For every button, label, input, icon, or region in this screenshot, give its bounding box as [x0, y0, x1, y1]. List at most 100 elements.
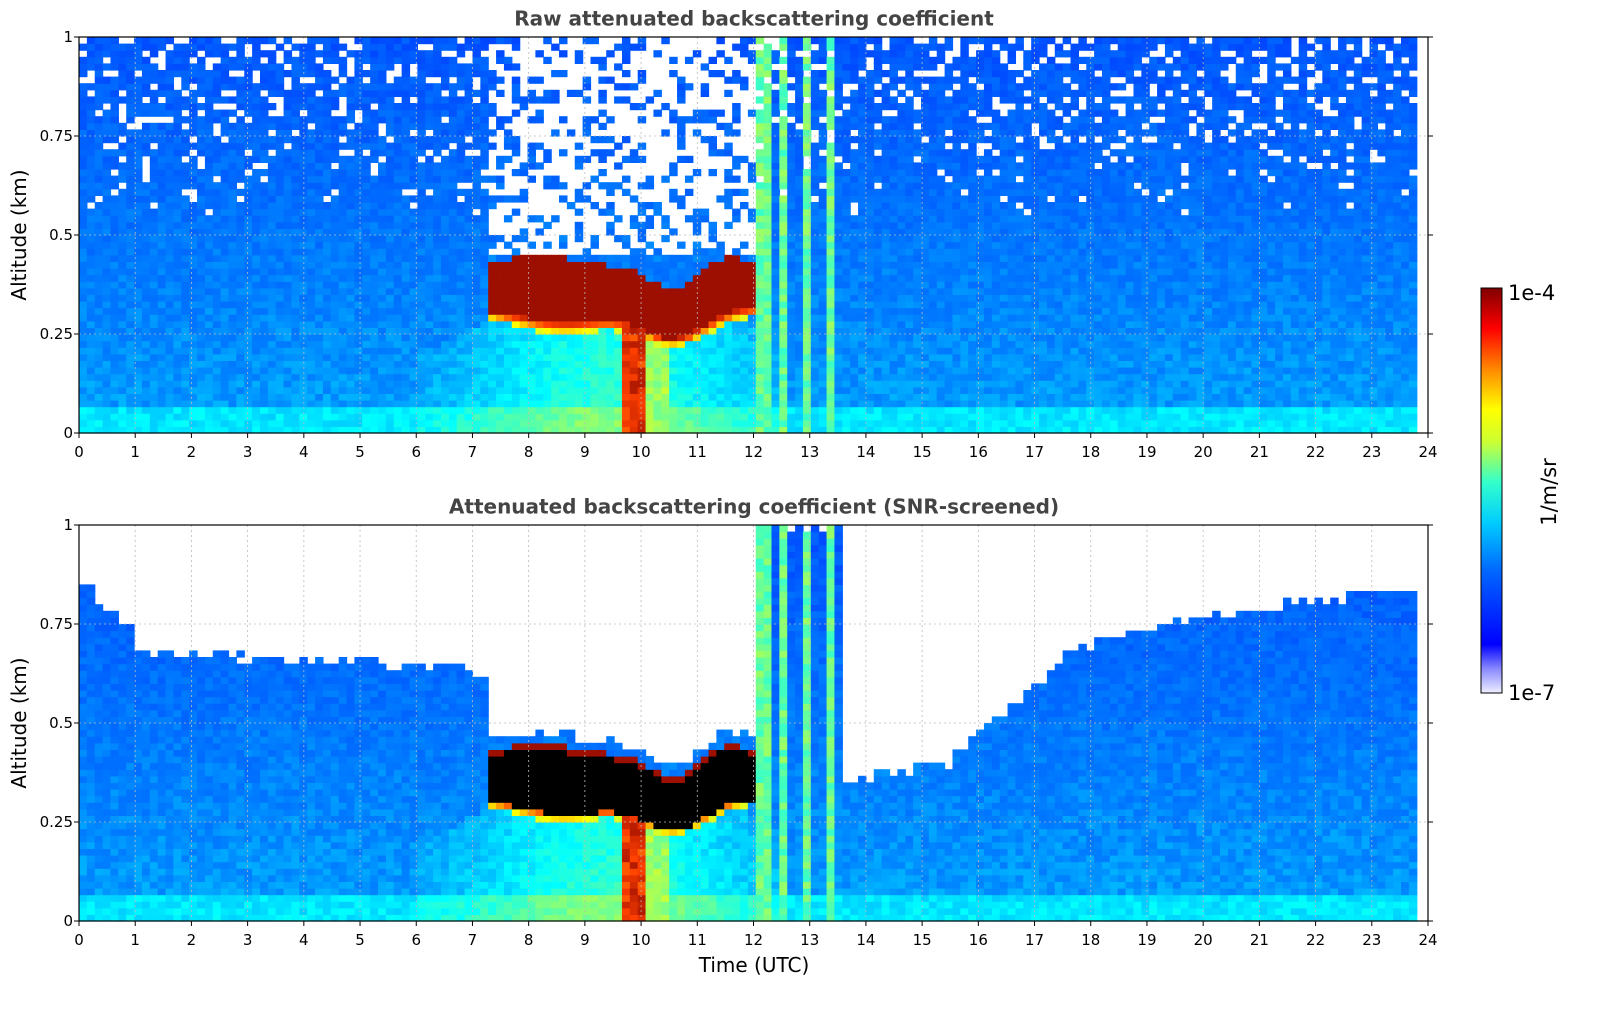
heatmap-cell — [134, 301, 143, 309]
heatmap-cell — [244, 367, 253, 375]
heatmap-cell — [858, 301, 867, 309]
heatmap-cell — [385, 380, 395, 388]
heatmap-cell — [779, 149, 788, 157]
heatmap-cell — [519, 426, 529, 434]
heatmap-cell — [810, 426, 820, 434]
heatmap-cell — [425, 320, 434, 328]
heatmap-cell — [204, 400, 214, 408]
heatmap-cell — [787, 268, 796, 276]
heatmap-cell — [220, 413, 230, 421]
heatmap-cell — [189, 413, 198, 421]
heatmap-cell — [346, 314, 356, 322]
heatmap-cell — [724, 334, 733, 342]
heatmap-cell — [204, 136, 214, 144]
heatmap-cell — [716, 373, 725, 381]
heatmap-cell — [322, 386, 332, 394]
heatmap-cell — [511, 373, 521, 381]
heatmap-cell — [496, 406, 505, 414]
heatmap-cell — [464, 340, 474, 348]
heatmap-cell — [716, 386, 725, 394]
heatmap-cell — [464, 195, 474, 203]
heatmap-cell — [118, 380, 127, 388]
heatmap-cell — [448, 419, 458, 427]
heatmap-cell — [858, 188, 867, 196]
heatmap-cell — [464, 162, 474, 170]
heatmap-cell — [661, 320, 670, 328]
heatmap-cell — [645, 380, 655, 388]
heatmap-cell — [252, 109, 261, 117]
heatmap-cell — [110, 426, 119, 434]
heatmap-cell — [614, 314, 623, 322]
heatmap-cell — [771, 373, 780, 381]
heatmap-cell — [157, 43, 167, 51]
heatmap-cell — [401, 373, 411, 381]
heatmap-cell — [629, 419, 639, 427]
heatmap-cell — [275, 334, 285, 342]
heatmap-cell — [228, 347, 237, 355]
heatmap-cell — [197, 89, 206, 97]
heatmap-cell — [173, 221, 182, 229]
heatmap-cell — [252, 393, 261, 401]
heatmap-cell — [740, 281, 749, 289]
heatmap-cell — [189, 274, 198, 282]
heatmap-cell — [165, 340, 175, 348]
heatmap-cell — [763, 287, 773, 295]
heatmap-cell — [94, 254, 104, 262]
heatmap-cell — [779, 155, 788, 163]
heatmap-cell — [456, 142, 466, 150]
heatmap-cell — [409, 347, 418, 355]
heatmap-cell — [614, 419, 623, 427]
heatmap-cell — [802, 122, 812, 130]
heatmap-cell — [850, 103, 859, 111]
heatmap-cell — [259, 248, 269, 256]
heatmap-cell — [519, 334, 529, 342]
heatmap-cell — [629, 360, 639, 368]
heatmap-cell — [472, 228, 481, 236]
heatmap-cell — [503, 281, 513, 289]
heatmap-cell — [763, 373, 773, 381]
heatmap-cell — [244, 294, 253, 302]
heatmap-cell — [338, 129, 348, 137]
heatmap-cell — [543, 294, 552, 302]
heatmap-cell — [197, 221, 206, 229]
heatmap-cell — [433, 103, 442, 111]
heatmap-cell — [810, 70, 820, 78]
heatmap-cell — [378, 215, 387, 223]
heatmap-cell — [94, 320, 104, 328]
heatmap-cell — [244, 215, 253, 223]
heatmap-cell — [307, 419, 316, 427]
heatmap-cell — [181, 56, 190, 64]
heatmap-cell — [433, 43, 442, 51]
heatmap-cell — [165, 419, 175, 427]
heatmap-cell — [307, 162, 316, 170]
heatmap-cell — [480, 261, 489, 269]
heatmap-cell — [818, 208, 828, 216]
heatmap-cell — [598, 96, 607, 104]
heatmap-cell — [566, 281, 576, 289]
heatmap-cell — [307, 83, 316, 91]
heatmap-cell — [330, 274, 340, 282]
heatmap-cell — [149, 301, 159, 309]
heatmap-cell — [771, 334, 780, 342]
heatmap-cell — [236, 136, 245, 144]
heatmap-cell — [850, 37, 859, 45]
heatmap-cell — [393, 136, 403, 144]
heatmap-cell — [86, 155, 96, 163]
heatmap-cell — [810, 89, 820, 97]
heatmap-cell — [197, 301, 206, 309]
heatmap-cell — [181, 347, 190, 355]
heatmap-cell — [118, 215, 127, 223]
heatmap-cell — [275, 419, 285, 427]
heatmap-cell — [480, 142, 489, 150]
heatmap-cell — [362, 37, 371, 45]
heatmap-cell — [79, 70, 88, 78]
heatmap-cell — [425, 202, 434, 210]
heatmap-cell — [834, 56, 843, 64]
heatmap-cell — [755, 380, 765, 388]
heatmap-cell — [173, 155, 182, 163]
heatmap-cell — [252, 96, 261, 104]
heatmap-cell — [322, 162, 332, 170]
heatmap-cell — [79, 360, 88, 368]
heatmap-cell — [755, 287, 765, 295]
heatmap-cell — [684, 320, 694, 328]
